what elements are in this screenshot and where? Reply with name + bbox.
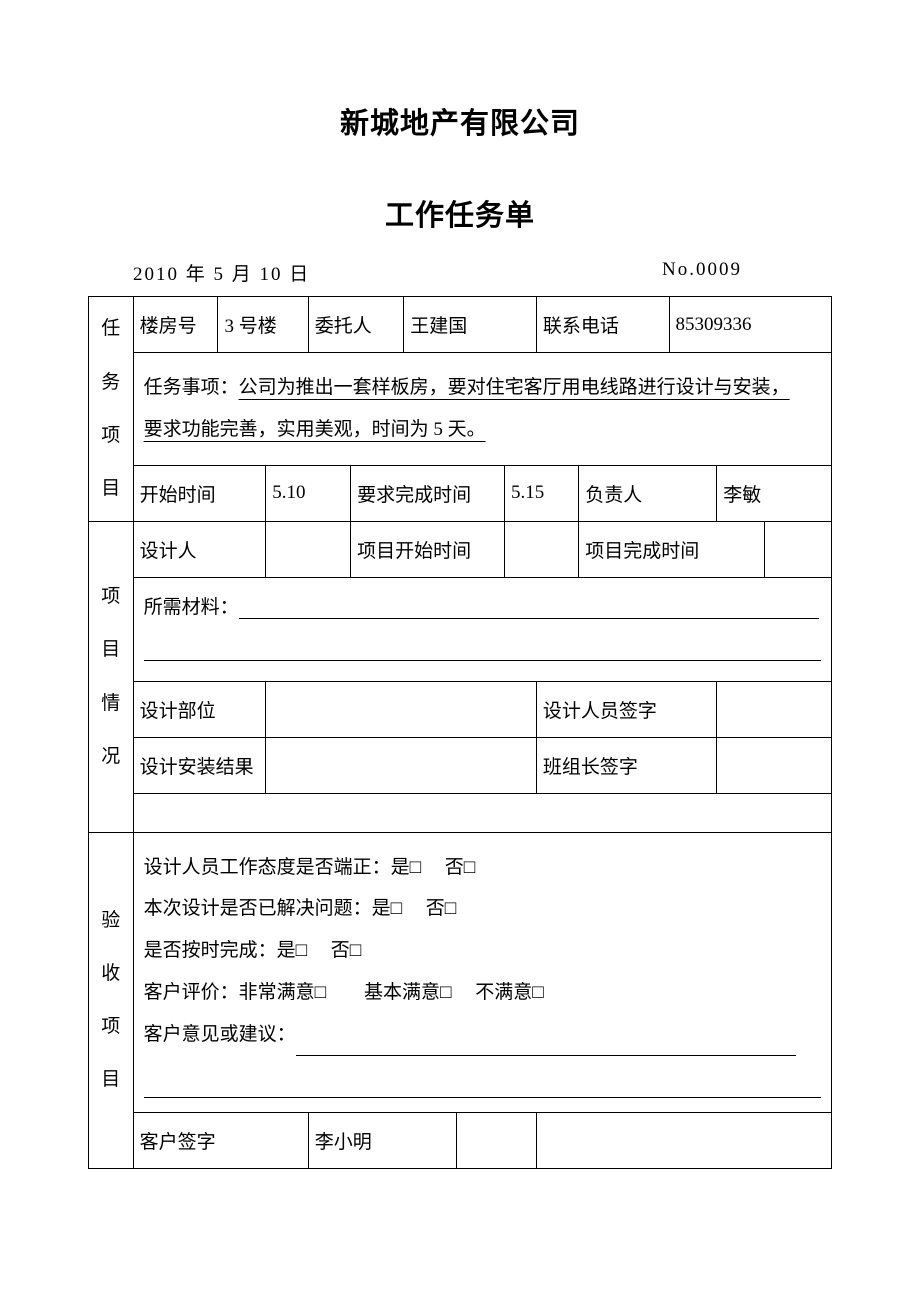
proj-end-value (765, 521, 832, 577)
row-designer: 项 目 情 况 设计人 项目开始时间 项目完成时间 (89, 521, 832, 577)
client-value: 王建国 (404, 297, 537, 353)
task-form-table: 任 务 项 目 楼房号 3 号楼 委托人 王建国 联系电话 85309336 任… (88, 296, 832, 1169)
designer-value (266, 521, 351, 577)
row-empty (89, 793, 832, 832)
signature-label: 客户签字 (133, 1112, 308, 1168)
empty-cell (133, 793, 831, 832)
proj-start-value (505, 521, 579, 577)
review-attitude: 设计人员工作态度是否端正：是□ 否□ (144, 847, 821, 889)
leader-sign-value (717, 737, 832, 793)
dept-label: 设计部位 (133, 681, 266, 737)
review-evaluation: 客户评价：非常满意□ 基本满意□ 不满意□ (144, 972, 821, 1014)
end-value: 5.15 (505, 465, 579, 521)
phone-value: 85309336 (669, 297, 832, 353)
company-title: 新城地产有限公司 (88, 100, 832, 142)
result-label: 设计安装结果 (133, 737, 266, 793)
row-materials: 所需材料： (89, 577, 832, 681)
signature-blank1 (457, 1112, 537, 1168)
row-signature: 客户签字 李小明 (89, 1112, 832, 1168)
row-task-desc: 任务事项：公司为推出一套样板房，要对住宅客厅用电线路进行设计与安装， 要求功能完… (89, 353, 832, 466)
task-line2: 要求功能完善，实用美观，时间为 5 天。 (144, 419, 486, 440)
task-description: 任务事项：公司为推出一套样板房，要对住宅客厅用电线路进行设计与安装， 要求功能完… (133, 353, 831, 466)
review-ontime: 是否按时完成：是□ 否□ (144, 930, 821, 972)
designer-sign-value (717, 681, 832, 737)
form-title: 工作任务单 (88, 192, 832, 234)
start-value: 5.10 (266, 465, 351, 521)
phone-label: 联系电话 (536, 297, 669, 353)
row-result: 设计安装结果 班组长签字 (89, 737, 832, 793)
end-label: 要求完成时间 (351, 465, 505, 521)
section-label-task: 任 务 项 目 (89, 297, 134, 522)
task-prefix: 任务事项： (144, 377, 239, 398)
row-time: 开始时间 5.10 要求完成时间 5.15 负责人 李敏 (89, 465, 832, 521)
row-building: 任 务 项 目 楼房号 3 号楼 委托人 王建国 联系电话 85309336 (89, 297, 832, 353)
manager-value: 李敏 (717, 465, 832, 521)
header-row: 2010 年 5 月 10 日 No.0009 (88, 259, 832, 296)
section-label-project: 项 目 情 况 (89, 521, 134, 832)
signature-blank2 (536, 1112, 831, 1168)
designer-sign-label: 设计人员签字 (536, 681, 716, 737)
result-value (266, 737, 537, 793)
row-review: 验 收 项 目 设计人员工作态度是否端正：是□ 否□ 本次设计是否已解决问题：是… (89, 832, 832, 1112)
designer-label: 设计人 (133, 521, 266, 577)
task-line1: 公司为推出一套样板房，要对住宅客厅用电线路进行设计与安装， (239, 377, 790, 398)
start-label: 开始时间 (133, 465, 266, 521)
review-suggestion: 客户意见或建议： (144, 1014, 821, 1098)
row-design-dept: 设计部位 设计人员签字 (89, 681, 832, 737)
materials-blank1 (239, 599, 819, 619)
materials-label: 所需材料： (144, 597, 239, 618)
doc-no: No.0009 (662, 259, 742, 286)
materials-blank2 (144, 631, 821, 661)
client-label: 委托人 (308, 297, 404, 353)
date-text: 2010 年 5 月 10 日 (133, 259, 310, 286)
building-label: 楼房号 (133, 297, 218, 353)
proj-end-label: 项目完成时间 (579, 521, 765, 577)
dept-value (266, 681, 537, 737)
signature-value: 李小明 (308, 1112, 457, 1168)
materials-cell: 所需材料： (133, 577, 831, 681)
leader-sign-label: 班组长签字 (536, 737, 716, 793)
manager-label: 负责人 (579, 465, 717, 521)
proj-start-label: 项目开始时间 (351, 521, 505, 577)
review-cell: 设计人员工作态度是否端正：是□ 否□ 本次设计是否已解决问题：是□ 否□ 是否按… (133, 832, 831, 1112)
building-value: 3 号楼 (218, 297, 308, 353)
section-label-review: 验 收 项 目 (89, 832, 134, 1168)
review-solved: 本次设计是否已解决问题：是□ 否□ (144, 888, 821, 930)
